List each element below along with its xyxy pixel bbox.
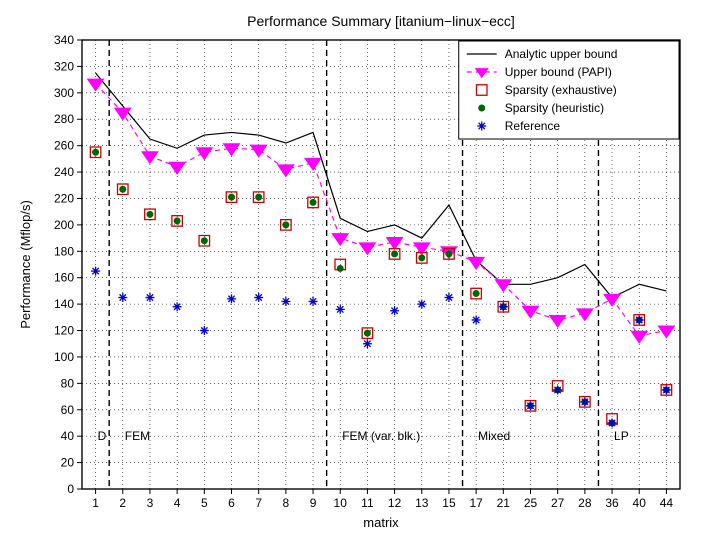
xtick-label: 4 xyxy=(174,496,181,510)
xtick-label: 5 xyxy=(201,496,208,510)
xtick-label: 9 xyxy=(310,496,317,510)
ytick-label: 220 xyxy=(54,191,74,205)
ytick-label: 140 xyxy=(54,297,74,311)
xtick-label: 44 xyxy=(660,496,674,510)
ytick-label: 80 xyxy=(61,376,75,390)
ytick-label: 280 xyxy=(54,112,74,126)
region-label: FEM (var. blk.) xyxy=(342,429,420,443)
ytick-label: 60 xyxy=(61,403,75,417)
legend-label: Upper bound (PAPI) xyxy=(505,65,612,79)
ytick-label: 300 xyxy=(54,86,74,100)
ytick-label: 320 xyxy=(54,59,74,73)
xtick-label: 12 xyxy=(388,496,402,510)
region-label: Mixed xyxy=(478,429,510,443)
region-label: D xyxy=(98,429,107,443)
region-label: FEM xyxy=(125,429,150,443)
xtick-label: 7 xyxy=(255,496,262,510)
ytick-label: 340 xyxy=(54,33,74,47)
xtick-label: 25 xyxy=(524,496,538,510)
xtick-label: 36 xyxy=(605,496,619,510)
chart-svg: 0204060801001201401601802002202402602803… xyxy=(0,0,720,540)
ytick-label: 160 xyxy=(54,271,74,285)
chart-title: Performance Summary [itanium−linux−ecc] xyxy=(247,13,515,29)
legend-label: Sparsity (exhaustive) xyxy=(505,83,617,97)
xtick-label: 27 xyxy=(551,496,565,510)
ytick-label: 200 xyxy=(54,218,74,232)
x-axis-label: matrix xyxy=(363,515,399,530)
legend-label: Sparsity (heuristic) xyxy=(505,101,604,115)
ytick-label: 260 xyxy=(54,139,74,153)
xtick-label: 15 xyxy=(442,496,456,510)
ytick-label: 40 xyxy=(61,429,75,443)
ytick-label: 120 xyxy=(54,324,74,338)
xtick-label: 40 xyxy=(633,496,647,510)
ytick-label: 20 xyxy=(61,456,75,470)
xtick-label: 1 xyxy=(92,496,99,510)
xtick-label: 3 xyxy=(147,496,154,510)
region-label: LP xyxy=(614,429,629,443)
xtick-label: 6 xyxy=(228,496,235,510)
chart-container: 0204060801001201401601802002202402602803… xyxy=(0,0,720,540)
xtick-label: 10 xyxy=(334,496,348,510)
xtick-label: 13 xyxy=(415,496,429,510)
xtick-label: 2 xyxy=(119,496,126,510)
ytick-label: 240 xyxy=(54,165,74,179)
xtick-label: 28 xyxy=(578,496,592,510)
legend-label: Reference xyxy=(505,119,561,133)
ytick-label: 100 xyxy=(54,350,74,364)
xtick-label: 11 xyxy=(361,496,374,510)
xtick-label: 17 xyxy=(469,496,483,510)
legend-label: Analytic upper bound xyxy=(505,47,618,61)
xtick-label: 8 xyxy=(283,496,290,510)
ytick-label: 0 xyxy=(67,482,74,496)
y-axis-label: Performance (Mflop/s) xyxy=(18,200,33,329)
xtick-label: 21 xyxy=(497,496,511,510)
ytick-label: 180 xyxy=(54,244,74,258)
